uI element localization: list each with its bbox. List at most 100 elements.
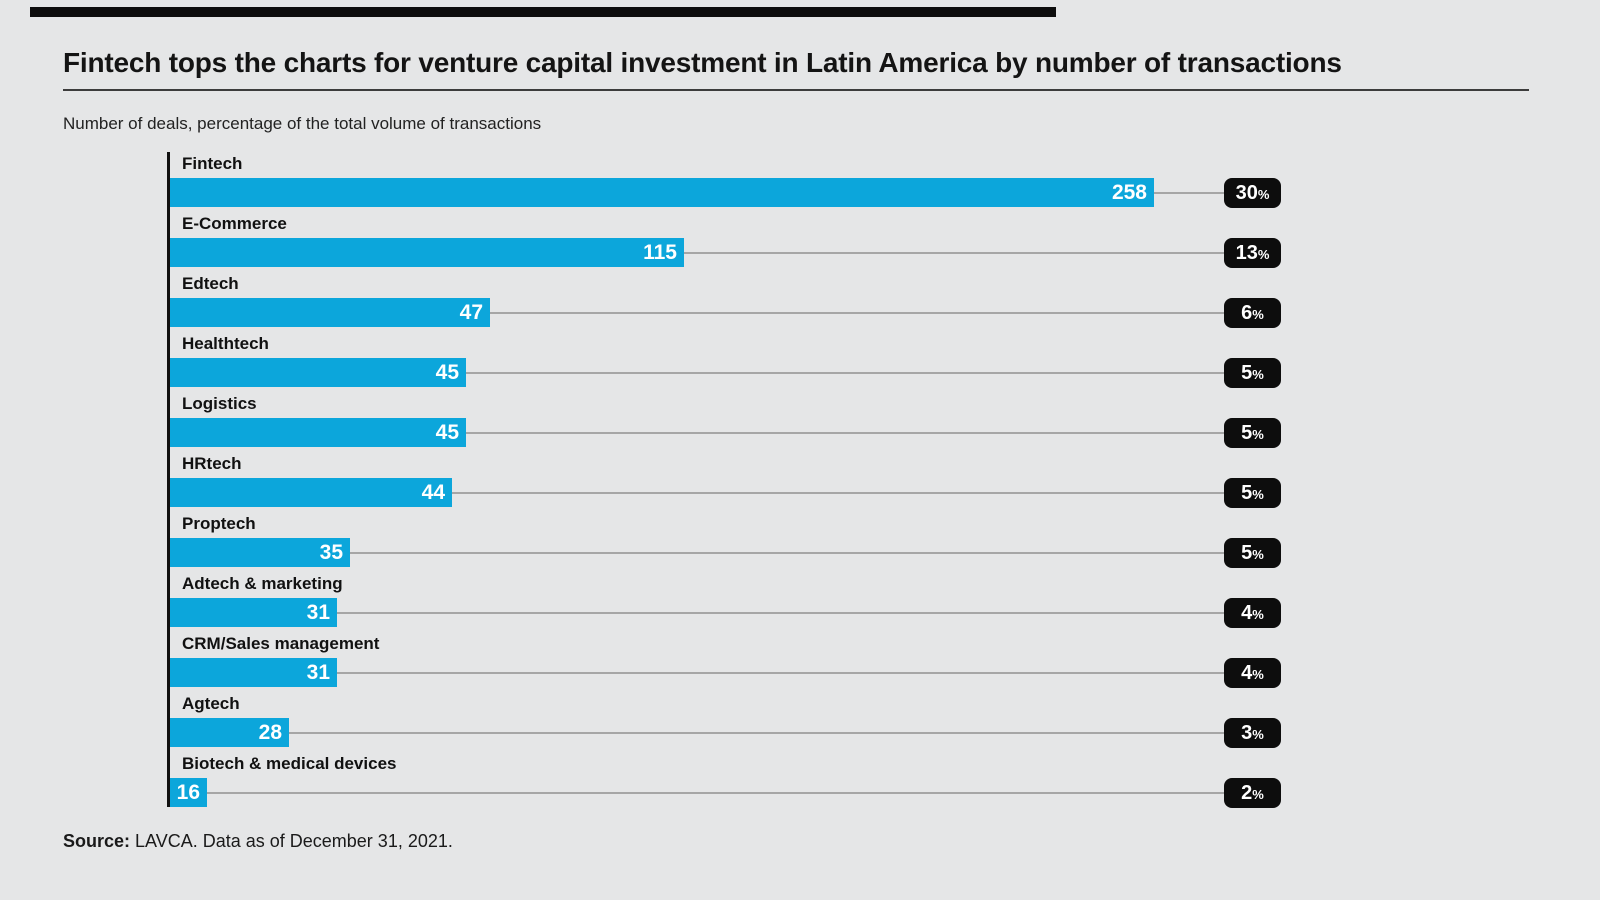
- chart-subtitle: Number of deals, percentage of the total…: [63, 114, 542, 133]
- category-label: Healthtech: [182, 334, 269, 353]
- category-label: Logistics: [182, 394, 257, 413]
- percent-value: 4: [1241, 661, 1253, 684]
- percent-sign-icon: %: [1252, 366, 1264, 382]
- category-label: Agtech: [182, 694, 240, 713]
- deal-count-label: 258: [1111, 181, 1147, 204]
- connector-line: [289, 731, 1224, 734]
- chart-row: Logistics 45 5 %: [170, 392, 1281, 452]
- percent-badge: 3 %: [1224, 717, 1281, 748]
- deal-count-label: 115: [643, 241, 677, 264]
- percent-badge: 6 %: [1224, 297, 1281, 328]
- percent-value: 13: [1235, 241, 1258, 264]
- percent-sign-icon: %: [1252, 486, 1264, 502]
- connector-line: [337, 671, 1224, 674]
- deal-bar: 258: [170, 178, 1154, 207]
- percent-value: 5: [1241, 361, 1253, 384]
- bar-line: 16 2 %: [170, 777, 1281, 808]
- bar-line: 31 4 %: [170, 597, 1281, 628]
- percent-value: 3: [1241, 721, 1253, 744]
- chart-row: Biotech & medical devices 16 2 %: [170, 752, 1281, 812]
- percent-sign-icon: %: [1252, 306, 1264, 322]
- source-line: Source: LAVCA. Data as of December 31, 2…: [63, 831, 453, 852]
- percent-badge: 2 %: [1224, 777, 1281, 808]
- connector-line: [684, 251, 1224, 254]
- bar-line: 115 13 %: [170, 237, 1281, 268]
- deal-bar: 47: [170, 298, 490, 327]
- deal-count-label: 47: [459, 301, 483, 324]
- deal-count-label: 45: [435, 421, 459, 444]
- chart-row: Healthtech 45 5 %: [170, 332, 1281, 392]
- chart-row: Adtech & marketing 31 4 %: [170, 572, 1281, 632]
- percent-value: 5: [1241, 541, 1253, 564]
- percent-badge: 5 %: [1224, 537, 1281, 568]
- bar-line: 35 5 %: [170, 537, 1281, 568]
- bar-line: 45 5 %: [170, 417, 1281, 448]
- bar-line: 45 5 %: [170, 357, 1281, 388]
- deal-count-label: 31: [306, 601, 330, 624]
- page-title: Fintech tops the charts for venture capi…: [63, 47, 1342, 78]
- connector-line: [466, 371, 1224, 374]
- bar-chart: Fintech 258 30 % E-Commerce 115 13 % Edt: [170, 152, 1281, 812]
- chart-row: Fintech 258 30 %: [170, 152, 1281, 212]
- category-label: CRM/Sales management: [182, 634, 380, 653]
- chart-row: E-Commerce 115 13 %: [170, 212, 1281, 272]
- connector-line: [490, 311, 1224, 314]
- connector-line: [350, 551, 1224, 554]
- percent-badge: 4 %: [1224, 657, 1281, 688]
- deal-bar: 45: [170, 358, 466, 387]
- source-text: LAVCA. Data as of December 31, 2021.: [130, 831, 453, 851]
- category-label: E-Commerce: [182, 214, 287, 233]
- percent-sign-icon: %: [1252, 726, 1264, 742]
- connector-line: [337, 611, 1224, 614]
- deal-bar: 31: [170, 598, 337, 627]
- percent-value: 2: [1241, 781, 1253, 804]
- percent-sign-icon: %: [1252, 606, 1264, 622]
- percent-value: 5: [1241, 481, 1253, 504]
- bar-line: 258 30 %: [170, 177, 1281, 208]
- percent-badge: 13 %: [1224, 237, 1281, 268]
- deal-count-label: 31: [306, 661, 330, 684]
- connector-line: [452, 491, 1224, 494]
- percent-badge: 4 %: [1224, 597, 1281, 628]
- deal-count-label: 16: [176, 781, 200, 804]
- bar-line: 28 3 %: [170, 717, 1281, 748]
- percent-sign-icon: %: [1252, 786, 1264, 802]
- category-label: Adtech & marketing: [182, 574, 343, 593]
- deal-bar: 28: [170, 718, 289, 747]
- percent-sign-icon: %: [1252, 426, 1264, 442]
- chart-row: Agtech 28 3 %: [170, 692, 1281, 752]
- percent-sign-icon: %: [1252, 546, 1264, 562]
- percent-value: 5: [1241, 421, 1253, 444]
- percent-sign-icon: %: [1257, 246, 1270, 262]
- percent-badge: 30 %: [1224, 177, 1281, 208]
- connector-line: [207, 791, 1224, 794]
- deal-bar: 44: [170, 478, 452, 507]
- source-label: Source:: [63, 831, 131, 851]
- percent-value: 6: [1241, 301, 1253, 324]
- chart-row: CRM/Sales management 31 4 %: [170, 632, 1281, 692]
- chart-row: Proptech 35 5 %: [170, 512, 1281, 572]
- category-label: Edtech: [182, 274, 239, 293]
- deal-count-label: 28: [258, 721, 282, 744]
- deal-count-label: 45: [435, 361, 459, 384]
- percent-sign-icon: %: [1257, 186, 1270, 202]
- category-label: Biotech & medical devices: [182, 754, 397, 773]
- connector-line: [466, 431, 1224, 434]
- deal-bar: 35: [170, 538, 350, 567]
- percent-badge: 5 %: [1224, 357, 1281, 388]
- deal-bar: 45: [170, 418, 466, 447]
- y-axis-line: [167, 152, 170, 807]
- category-label: HRtech: [182, 454, 242, 473]
- percent-sign-icon: %: [1252, 666, 1264, 682]
- connector-line: [1154, 191, 1224, 194]
- bar-line: 31 4 %: [170, 657, 1281, 688]
- deal-count-label: 35: [319, 541, 343, 564]
- bar-line: 47 6 %: [170, 297, 1281, 328]
- deal-bar: 31: [170, 658, 337, 687]
- deal-bar: 115: [170, 238, 684, 267]
- percent-badge: 5 %: [1224, 477, 1281, 508]
- top-accent-bar: [30, 7, 1056, 17]
- chart-row: Edtech 47 6 %: [170, 272, 1281, 332]
- percent-value: 30: [1235, 181, 1258, 204]
- deal-count-label: 44: [421, 481, 445, 504]
